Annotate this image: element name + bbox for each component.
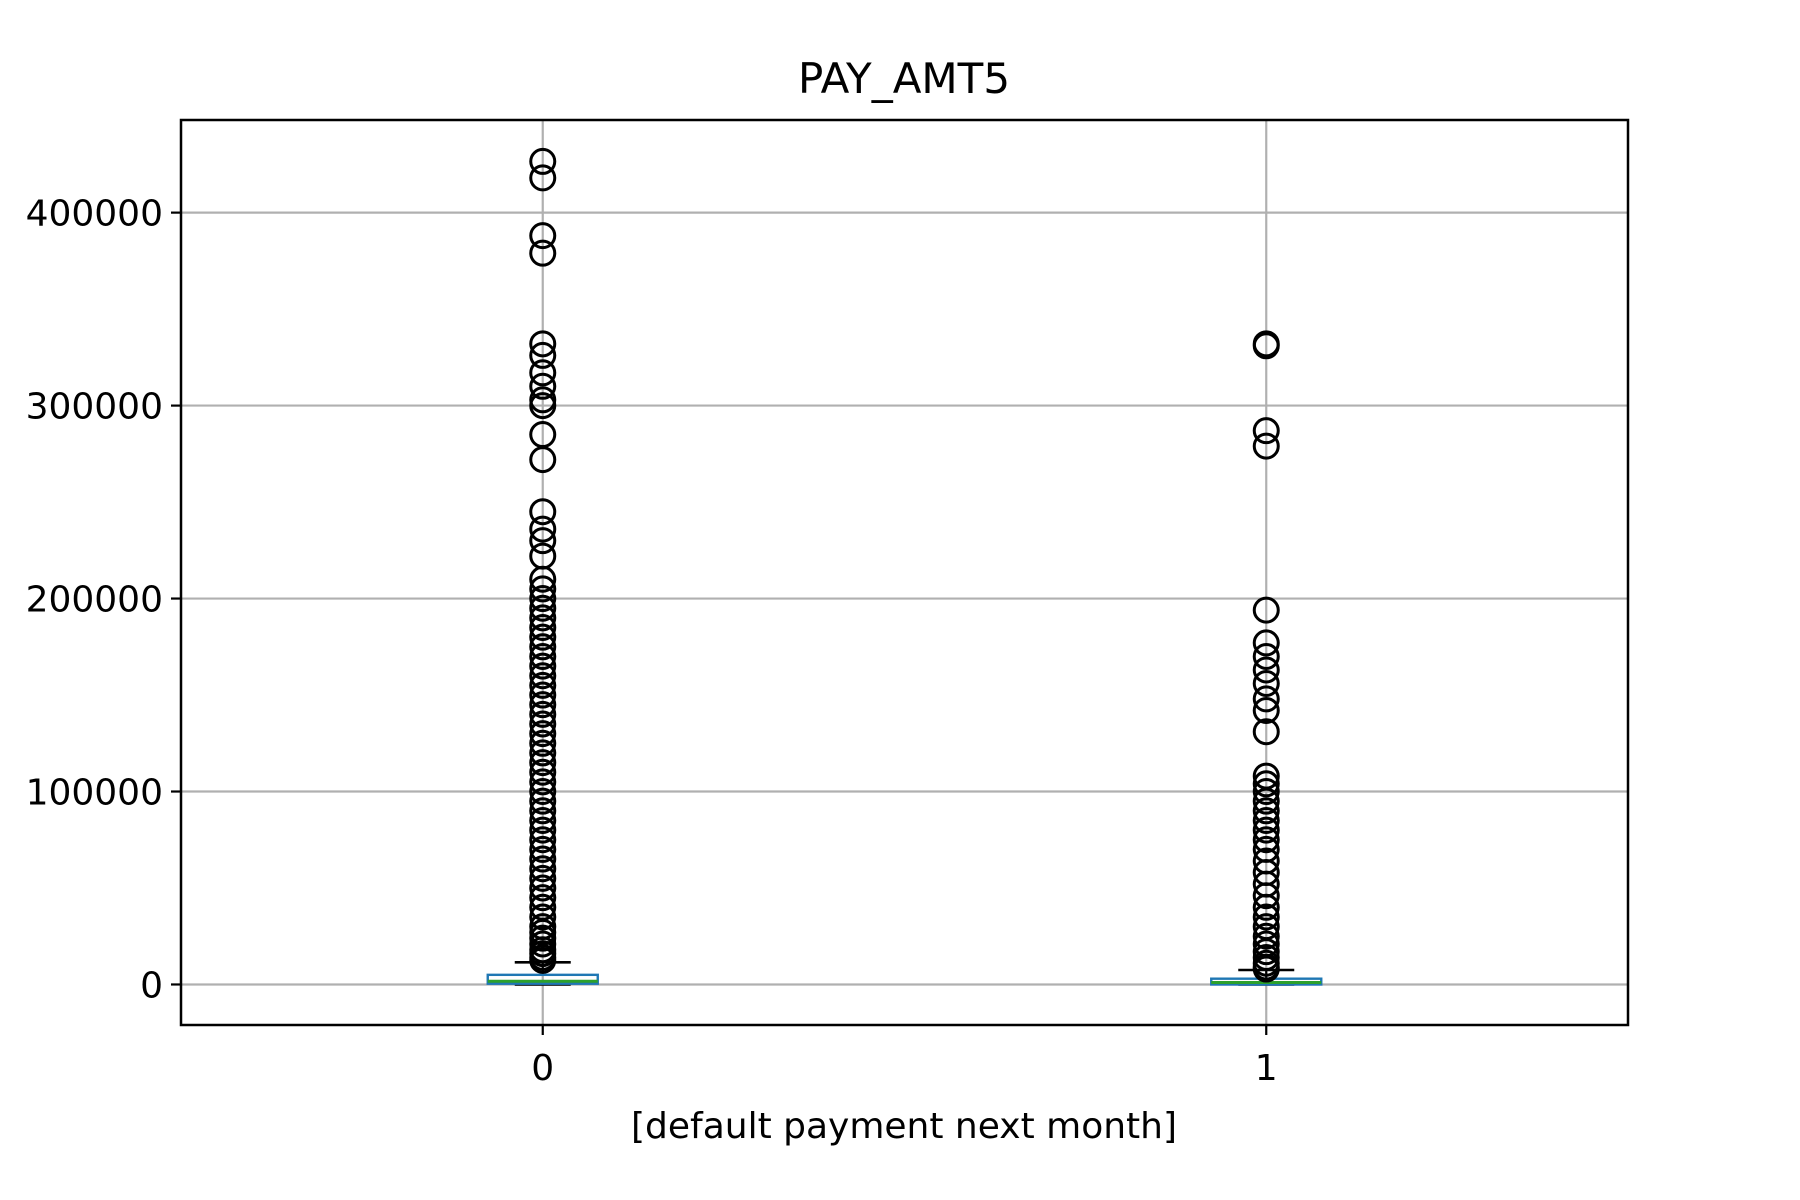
flier-point (529, 710, 557, 738)
flier-point (529, 903, 557, 931)
flier-point (529, 845, 557, 873)
flier-point (1252, 922, 1280, 950)
flier-point (1252, 696, 1280, 724)
flier-point (1252, 685, 1280, 713)
flier-point (529, 498, 557, 526)
flier-point (529, 330, 557, 358)
plot-frame (179, 118, 1630, 1027)
flier-point (529, 372, 557, 400)
flier-point (529, 623, 557, 651)
flier-point (529, 652, 557, 680)
flier-point (529, 758, 557, 786)
flier-point (529, 147, 557, 175)
flier-point (529, 575, 557, 603)
flier-point (1252, 826, 1280, 854)
flier-point (529, 662, 557, 690)
flier-point (1252, 432, 1280, 460)
grid-layer (181, 120, 1628, 1025)
flier-point (1252, 596, 1280, 624)
flier-point (529, 446, 557, 474)
flier-point (529, 164, 557, 192)
y-tick-label: 0 (140, 965, 163, 1006)
chart-title: PAY_AMT5 (798, 54, 1010, 103)
flier-point (529, 359, 557, 387)
flier-point (529, 671, 557, 699)
flier-point (529, 884, 557, 912)
flier-point (1252, 955, 1280, 983)
x-tick-label: 1 (1255, 1048, 1278, 1089)
flier-point (529, 613, 557, 641)
flier-point (529, 835, 557, 863)
flier-point (529, 633, 557, 661)
flier-point (1252, 332, 1280, 360)
flier-point (529, 585, 557, 613)
flier-point (529, 806, 557, 834)
flier-point (529, 787, 557, 815)
flier-point (529, 642, 557, 670)
flier-point (1252, 718, 1280, 746)
y-tick-label: 100000 (26, 773, 163, 814)
flier-point (529, 239, 557, 267)
y-tick-label: 200000 (26, 580, 163, 621)
flier-point (1252, 806, 1280, 834)
flier-point (1252, 816, 1280, 844)
flier-point (1252, 770, 1280, 798)
flier-point (529, 222, 557, 250)
flier-point (529, 700, 557, 728)
flier-point (529, 946, 557, 974)
flier-point (529, 874, 557, 902)
flier-point (529, 778, 557, 806)
x-axis-label: [default payment next month] (631, 1106, 1177, 1147)
flier-point (1252, 882, 1280, 910)
axis-layer: 0 100000 200000 300000 400000 0 1 (26, 194, 1278, 1089)
flier-point (529, 527, 557, 555)
flier-point (529, 515, 557, 543)
flier-point (529, 855, 557, 883)
flier-point (529, 392, 557, 420)
flier-point (529, 594, 557, 622)
flier-point (529, 826, 557, 854)
flier-point (1252, 787, 1280, 815)
flier-point (529, 681, 557, 709)
flier-point (529, 691, 557, 719)
flier-point (529, 816, 557, 844)
flier-point (529, 604, 557, 632)
flier-point (1252, 669, 1280, 697)
flier-point (1252, 797, 1280, 825)
flier-point (529, 739, 557, 767)
flier-point (529, 864, 557, 892)
box-iqr (486, 973, 599, 985)
flier-point (529, 768, 557, 796)
flier-point (529, 729, 557, 757)
flier-point (1252, 417, 1280, 445)
flier-point (1252, 778, 1280, 806)
flier-point (1252, 903, 1280, 931)
flier-point (1252, 656, 1280, 684)
flier-point (529, 797, 557, 825)
flier-point (529, 749, 557, 777)
flier-point (529, 565, 557, 593)
flier-point (1252, 642, 1280, 670)
x-tick-label: 0 (531, 1048, 554, 1089)
y-tick-label: 300000 (26, 387, 163, 428)
y-tick-label: 400000 (26, 194, 163, 235)
box-group-1 (1210, 330, 1323, 986)
box-group-0 (486, 147, 599, 986)
flier-point (529, 720, 557, 748)
flier-point (1252, 893, 1280, 921)
flier-point (1252, 629, 1280, 657)
box-layer (486, 147, 1323, 986)
flier-point (529, 341, 557, 369)
